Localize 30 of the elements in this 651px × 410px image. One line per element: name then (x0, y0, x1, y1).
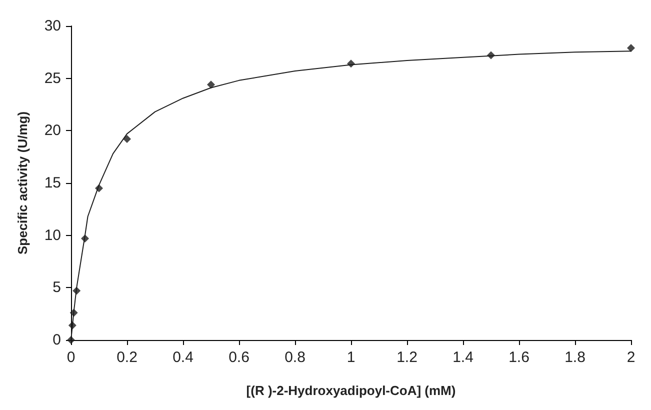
x-tick-label: 1 (346, 349, 356, 366)
y-tick-label: 25 (44, 70, 61, 87)
point (347, 60, 355, 68)
point (95, 184, 103, 192)
point (70, 308, 78, 317)
point (207, 80, 215, 89)
x-tick-label: 0.4 (172, 349, 194, 366)
point (68, 321, 76, 330)
x-tick-label: 1.6 (508, 349, 530, 366)
x-tick-label: 1.2 (396, 349, 418, 366)
y-tick-label: 0 (52, 332, 61, 348)
y-tick-label: 5 (52, 279, 61, 296)
point (487, 51, 495, 60)
x-tick-label: 2 (626, 349, 636, 366)
x-tick-label: 0 (66, 349, 76, 366)
point (627, 44, 635, 52)
point (72, 286, 81, 295)
y-tick-label: 20 (44, 122, 61, 140)
x-tick-label: 0.2 (116, 349, 138, 366)
x-tick-label: 1.4 (452, 349, 474, 366)
y-tick-label: 30 (44, 18, 61, 34)
x-tick-label: 0.6 (228, 349, 250, 366)
y-axis-title: Specific activity (U/mg) (15, 111, 30, 255)
y-tick-label: 15 (44, 174, 61, 192)
x-tick-label: 0.8 (284, 349, 306, 366)
x-axis-title: [(R )-2-Hydroxyadipoyl-CoA] (mM) (246, 383, 456, 398)
y-tick-label: 10 (44, 226, 61, 244)
x-tick-label: 1.8 (564, 349, 586, 366)
point (123, 135, 131, 144)
point (81, 234, 89, 242)
